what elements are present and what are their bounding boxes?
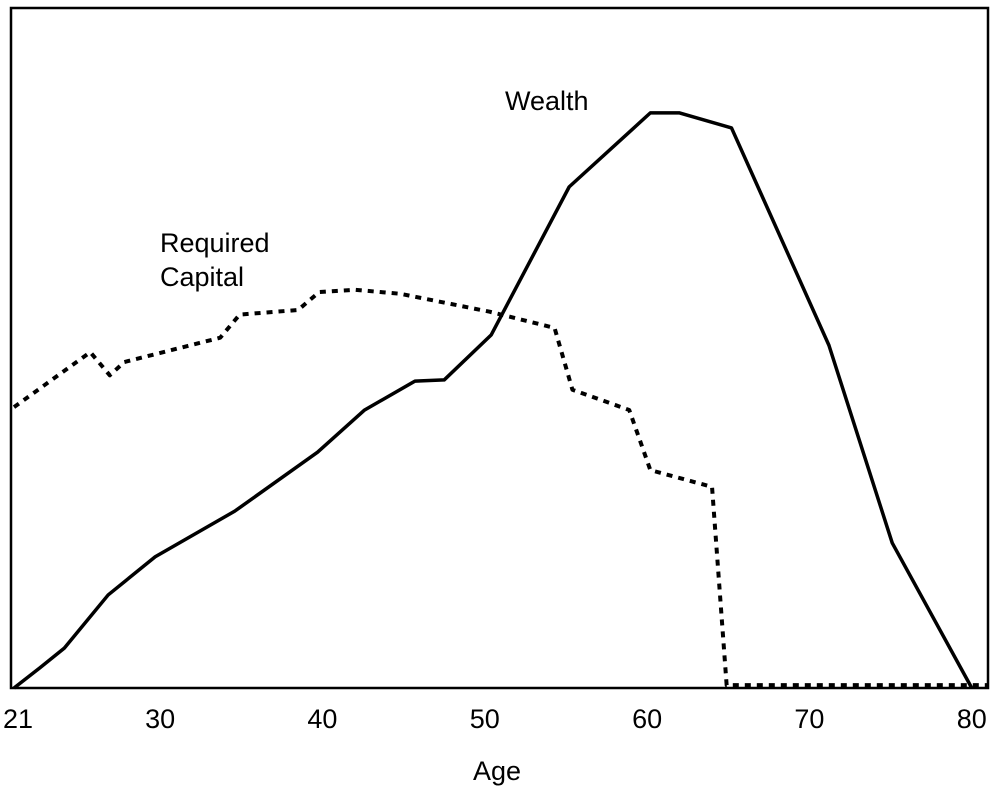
x-tick-label: 70 (794, 704, 824, 734)
series-label: Required Capital (160, 228, 270, 292)
line-capital (12, 287, 988, 688)
line-wealth (12, 111, 974, 690)
x-tick-label: 40 (307, 704, 337, 734)
series-label: Wealth (505, 86, 589, 116)
plot-frame (9, 6, 990, 690)
x-tick-label: 60 (632, 704, 662, 734)
x-tick-label: 50 (470, 704, 500, 734)
x-tick-label: 21 (3, 704, 33, 734)
x-axis-label: Age (473, 756, 521, 786)
x-tick-label: 30 (145, 704, 175, 734)
x-tick-label: 80 (957, 704, 987, 734)
